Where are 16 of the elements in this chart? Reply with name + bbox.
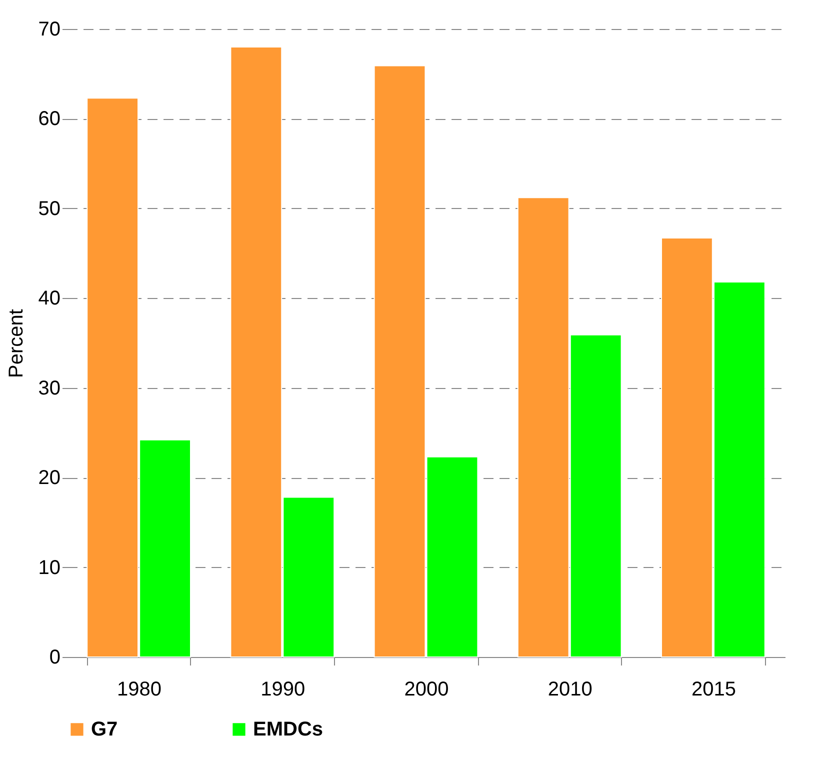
x-tick-label: 2010 (548, 678, 592, 700)
y-axis-title: Percent (5, 308, 28, 378)
y-tick-label: 10 (38, 556, 60, 579)
y-tick-label: 0 (49, 646, 60, 668)
y-tick-label: 30 (38, 377, 60, 400)
y-tick-label: 60 (38, 108, 60, 130)
x-tick-label: 1980 (117, 678, 162, 700)
x-tick-label: 2015 (691, 678, 736, 700)
x-tick-label: 1990 (260, 678, 306, 700)
legend-label: G7 (91, 718, 118, 740)
legend-label: EMDCs (253, 718, 324, 740)
x-tick-label: 2000 (404, 678, 449, 700)
y-tick-label: 20 (38, 467, 60, 490)
y-tick-label: 70 (38, 18, 60, 40)
y-tick-label: 40 (38, 288, 60, 310)
y-tick-label: 50 (38, 198, 60, 220)
